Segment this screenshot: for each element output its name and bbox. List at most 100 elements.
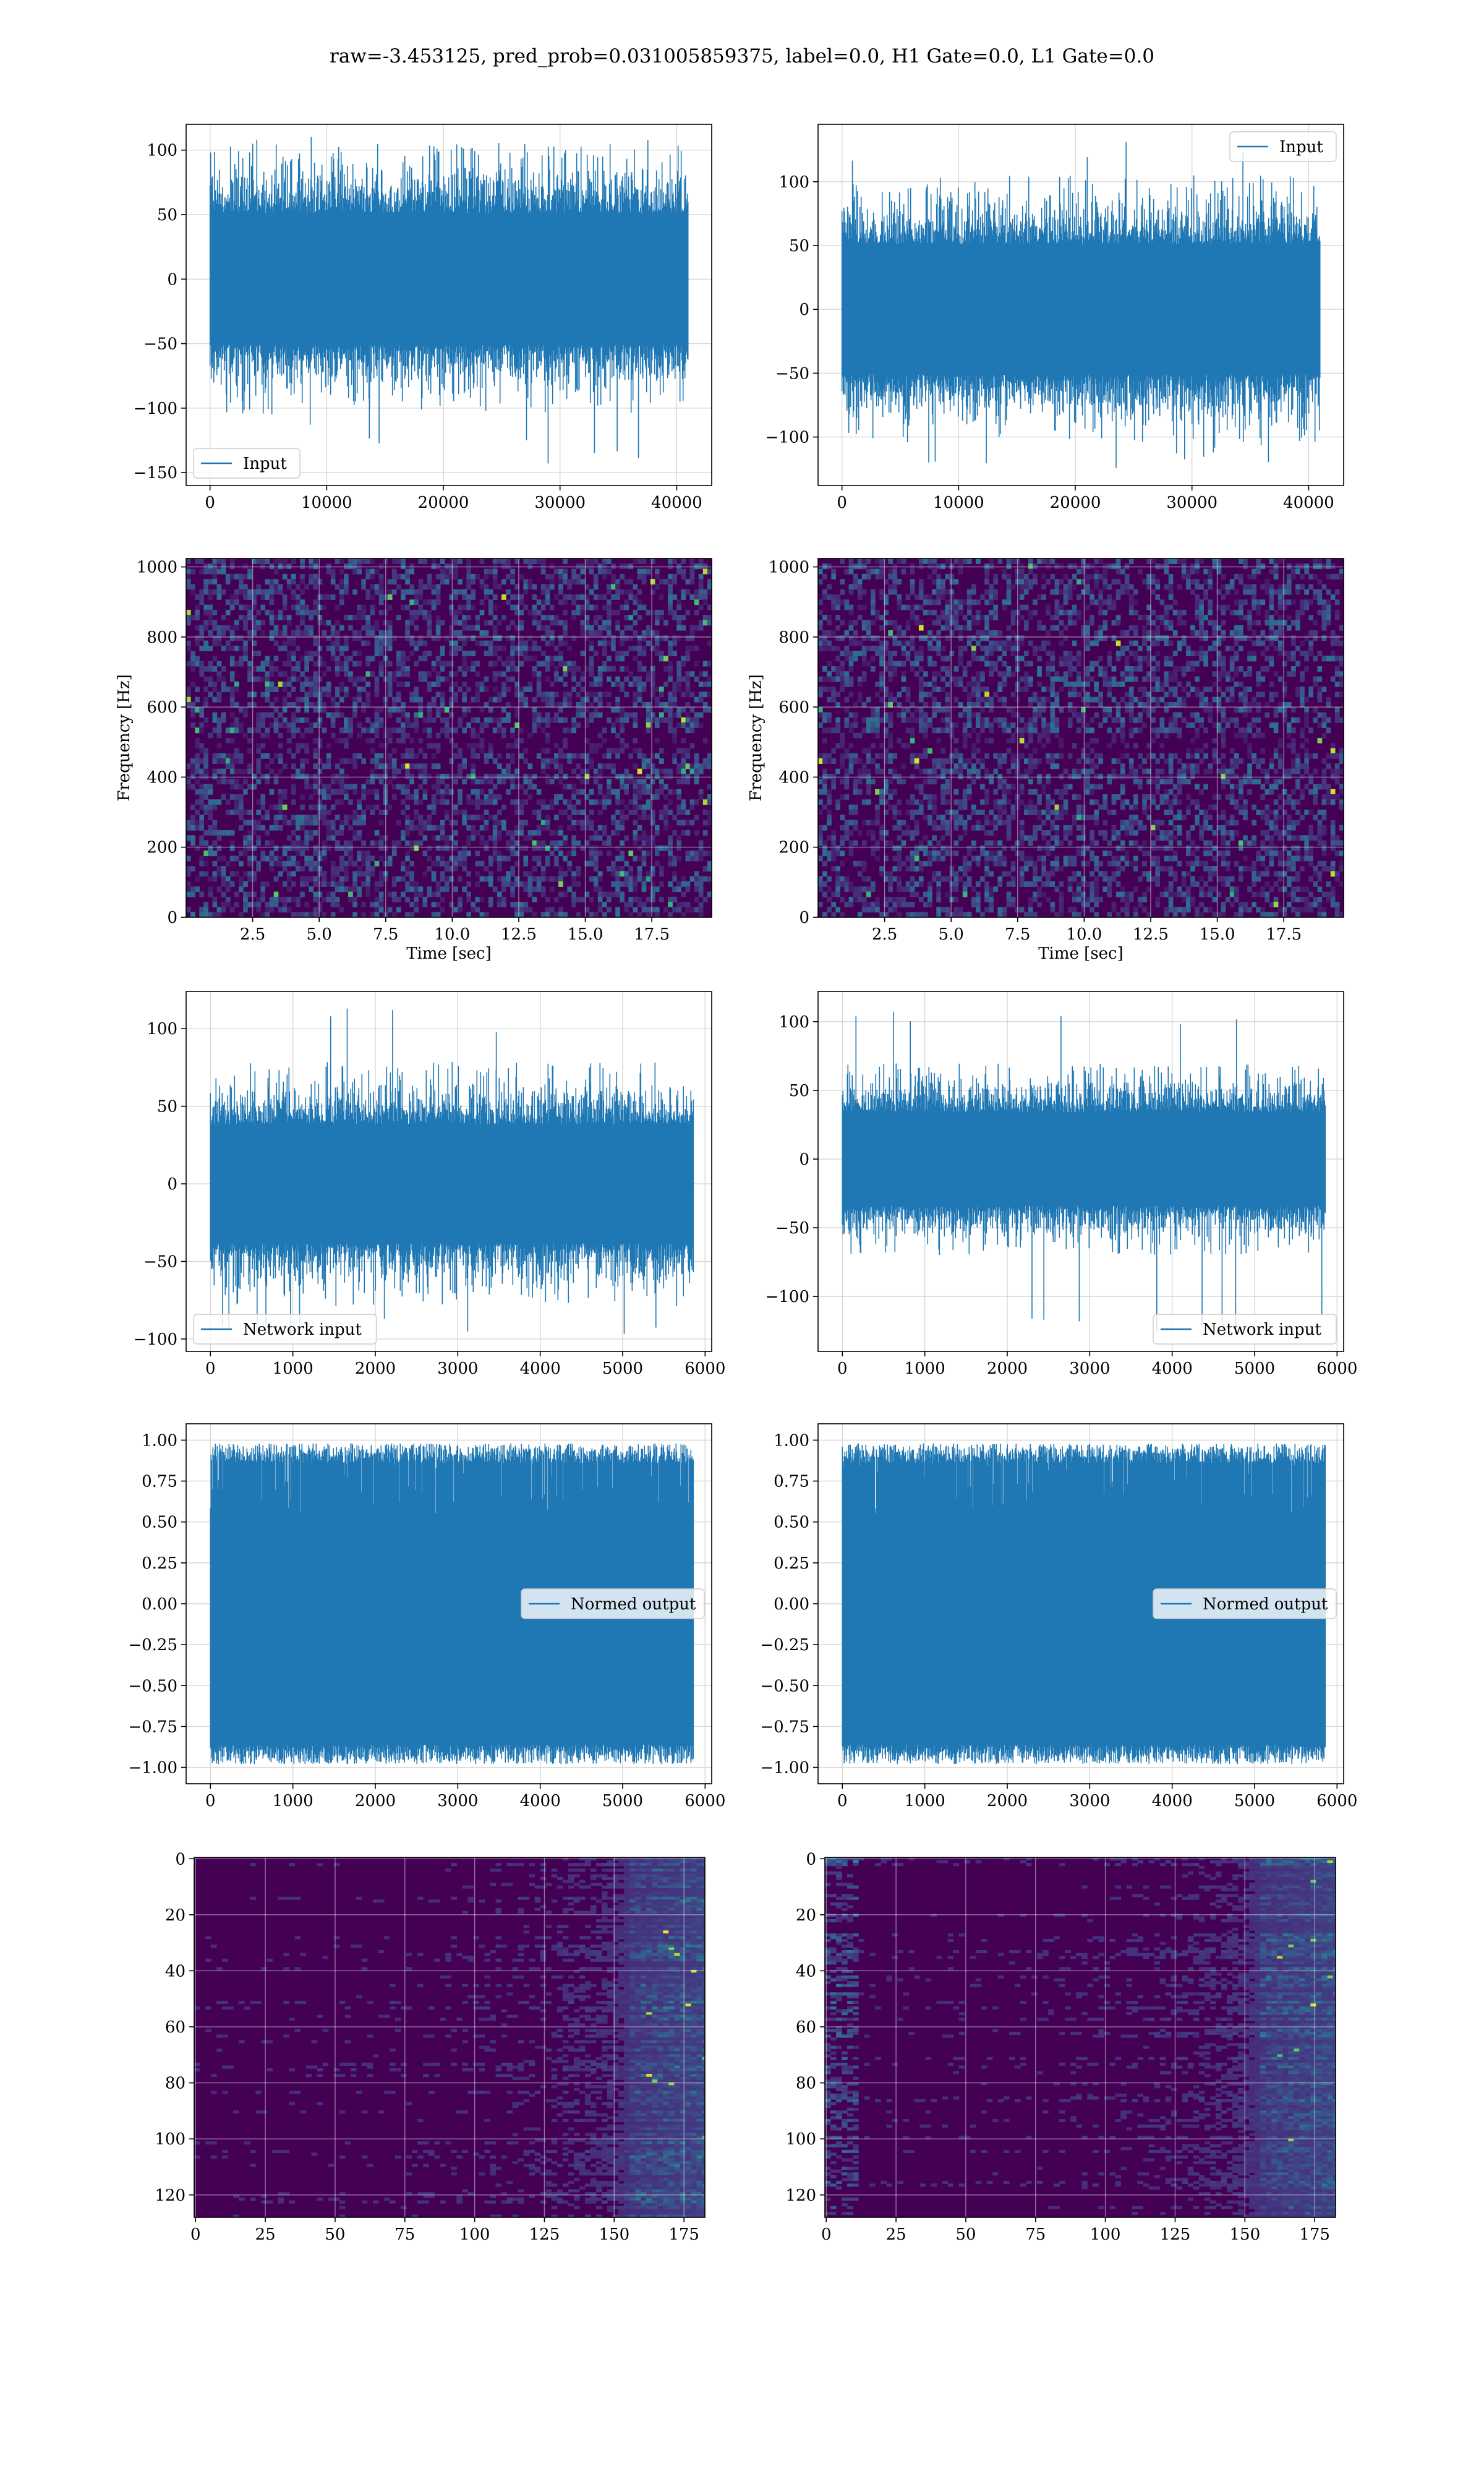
heatmap-cell <box>910 640 915 646</box>
heatmap-cell <box>431 696 437 703</box>
heatmap-cell <box>1277 604 1283 610</box>
heatmap-cell <box>422 794 428 800</box>
heatmap-cell <box>265 779 270 785</box>
heatmap-cell <box>607 789 612 795</box>
heatmap-cell <box>309 815 313 821</box>
heatmap-cell <box>1063 609 1068 615</box>
heatmap-cell <box>453 753 458 759</box>
heatmap-cell <box>344 645 349 651</box>
heatmap-cell <box>1006 563 1012 570</box>
heatmap-cell <box>1142 579 1147 584</box>
heatmap-cell <box>216 717 222 723</box>
heatmap-cell <box>444 881 450 887</box>
heatmap-cell <box>273 584 279 590</box>
heatmap-cell <box>309 579 313 584</box>
heatmap-cell <box>466 687 471 692</box>
heatmap-cell <box>589 702 594 708</box>
heatmap-cell <box>698 912 704 917</box>
heatmap-cell <box>637 573 642 580</box>
heatmap-cell <box>672 753 677 759</box>
heatmap-cell <box>396 907 401 913</box>
heatmap-cell <box>435 676 441 682</box>
heatmap-cell <box>431 902 437 907</box>
heatmap-cell <box>208 691 213 698</box>
heatmap-cell <box>527 784 533 790</box>
heatmap-cell <box>506 702 511 708</box>
heatmap-cell <box>567 804 572 810</box>
heatmap-cell <box>659 748 664 754</box>
heatmap-cell <box>1252 584 1256 590</box>
heatmap-cell <box>633 835 638 841</box>
heatmap-cell <box>484 573 489 580</box>
heatmap-cell <box>685 681 691 687</box>
heatmap-cell <box>431 871 437 877</box>
heatmap-cell <box>668 902 673 907</box>
heatmap-cell <box>668 589 673 595</box>
heatmap-cell <box>497 779 502 785</box>
heatmap-cell <box>571 876 576 882</box>
heatmap-cell <box>637 568 642 575</box>
heatmap-cell <box>1090 589 1094 595</box>
heatmap-cell <box>444 563 450 570</box>
heatmap-cell <box>203 589 208 595</box>
heatmap-cell <box>361 840 366 846</box>
heatmap-cell <box>545 656 550 662</box>
heatmap-cell <box>216 584 222 590</box>
heatmap-cell <box>1317 599 1323 606</box>
heatmap-cell <box>953 604 959 610</box>
heatmap-cell <box>1111 635 1117 641</box>
heatmap-cell <box>563 691 568 698</box>
heatmap-cell <box>1321 584 1327 590</box>
heatmap-cell <box>186 779 191 785</box>
heatmap-cell <box>221 794 226 800</box>
heatmap-cell <box>1010 584 1016 590</box>
heatmap-cell <box>707 815 712 821</box>
heatmap-cell <box>317 691 323 698</box>
heatmap-cell <box>685 810 691 815</box>
heatmap-cell <box>269 584 275 590</box>
heatmap-cell <box>339 866 344 871</box>
heatmap-cell <box>650 712 655 718</box>
heatmap-cell <box>278 860 283 867</box>
heatmap-cell <box>698 876 704 882</box>
heatmap-cell <box>313 845 318 851</box>
heatmap-cell <box>471 732 476 738</box>
heatmap-cell <box>1195 604 1200 610</box>
heatmap-cell <box>405 784 410 790</box>
heatmap-cell <box>615 774 620 779</box>
heatmap-cell <box>309 722 313 728</box>
heatmap-cell <box>1133 630 1138 636</box>
heatmap-cell <box>510 840 515 846</box>
heatmap-cell <box>989 651 994 656</box>
heatmap-cell <box>637 896 642 902</box>
heatmap-cell <box>945 666 950 672</box>
heatmap-cell <box>976 559 981 564</box>
heatmap-cell <box>827 640 832 646</box>
heatmap-cell <box>322 840 327 846</box>
heatmap-cell <box>848 568 854 575</box>
heatmap-cell <box>611 722 616 728</box>
heatmap-cell <box>300 696 305 703</box>
heatmap-cell <box>962 645 968 651</box>
heatmap-cell <box>861 661 867 667</box>
heatmap-cell <box>567 727 572 734</box>
heatmap-cell <box>269 907 275 913</box>
heatmap-cell <box>317 645 323 651</box>
heatmap-cell <box>212 820 218 826</box>
heatmap-cell <box>309 702 313 708</box>
heatmap-cell <box>260 589 266 595</box>
heatmap-cell <box>199 840 204 846</box>
heatmap-cell <box>361 758 366 764</box>
heatmap-cell <box>519 753 524 759</box>
heatmap-cell <box>278 563 283 570</box>
heatmap-cell <box>247 871 252 877</box>
heatmap-cell <box>335 763 340 769</box>
heatmap-cell <box>449 702 454 708</box>
heatmap-cell <box>1286 584 1292 590</box>
heatmap-cell <box>239 727 244 734</box>
heatmap-cell <box>458 717 463 723</box>
heatmap-cell <box>1317 559 1323 564</box>
heatmap-cell <box>444 568 450 575</box>
heatmap-cell <box>593 615 599 620</box>
heatmap-cell <box>611 768 616 774</box>
